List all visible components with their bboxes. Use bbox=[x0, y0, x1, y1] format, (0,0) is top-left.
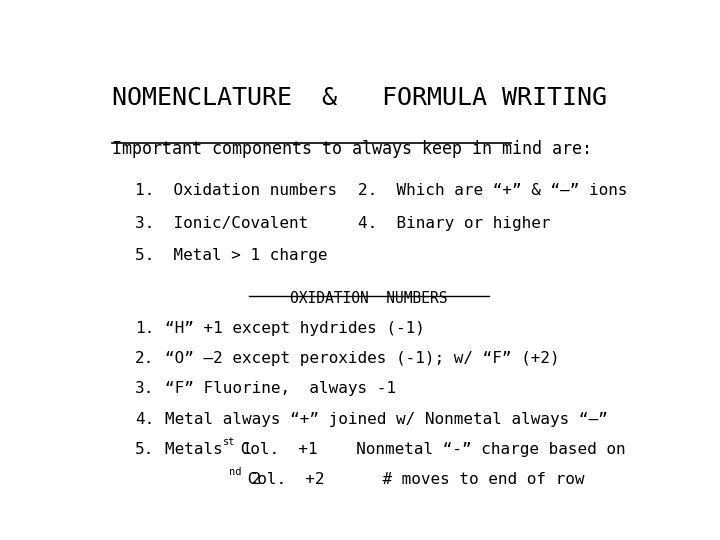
Text: Col.  +1    Nonmetal “-” charge based on: Col. +1 Nonmetal “-” charge based on bbox=[231, 442, 626, 457]
Text: st: st bbox=[223, 436, 235, 447]
Text: Metals  1: Metals 1 bbox=[166, 442, 252, 457]
Text: NOMENCLATURE  &   FORMULA WRITING: NOMENCLATURE & FORMULA WRITING bbox=[112, 85, 607, 110]
Text: OXIDATION  NUMBERS: OXIDATION NUMBERS bbox=[290, 292, 448, 306]
Text: “O” –2 except peroxides (-1); w/ “F” (+2): “O” –2 except peroxides (-1); w/ “F” (+2… bbox=[166, 351, 560, 366]
Text: Important components to always keep in mind are:: Important components to always keep in m… bbox=[112, 140, 593, 158]
Text: “F” Fluorine,  always -1: “F” Fluorine, always -1 bbox=[166, 381, 396, 396]
Text: 1.  Oxidation numbers: 1. Oxidation numbers bbox=[135, 183, 337, 198]
Text: Col.  +2      # moves to end of row: Col. +2 # moves to end of row bbox=[238, 472, 585, 487]
Text: 3.: 3. bbox=[135, 381, 154, 396]
Text: 1.: 1. bbox=[135, 321, 154, 335]
Text: 2.: 2. bbox=[135, 351, 154, 366]
Text: 5.: 5. bbox=[135, 442, 154, 457]
Text: 5.  Metal > 1 charge: 5. Metal > 1 charge bbox=[135, 248, 327, 263]
Text: “H” +1 except hydrides (-1): “H” +1 except hydrides (-1) bbox=[166, 321, 426, 335]
Text: 2.  Which are “+” & “–” ions: 2. Which are “+” & “–” ions bbox=[358, 183, 627, 198]
Text: 4.  Binary or higher: 4. Binary or higher bbox=[358, 216, 550, 231]
Text: 4.: 4. bbox=[135, 411, 154, 427]
Text: Metal always “+” joined w/ Nonmetal always “–”: Metal always “+” joined w/ Nonmetal alwa… bbox=[166, 411, 608, 427]
Text: nd: nd bbox=[230, 467, 242, 477]
Text: 3.  Ionic/Covalent: 3. Ionic/Covalent bbox=[135, 216, 308, 231]
Text: 2: 2 bbox=[166, 472, 261, 487]
